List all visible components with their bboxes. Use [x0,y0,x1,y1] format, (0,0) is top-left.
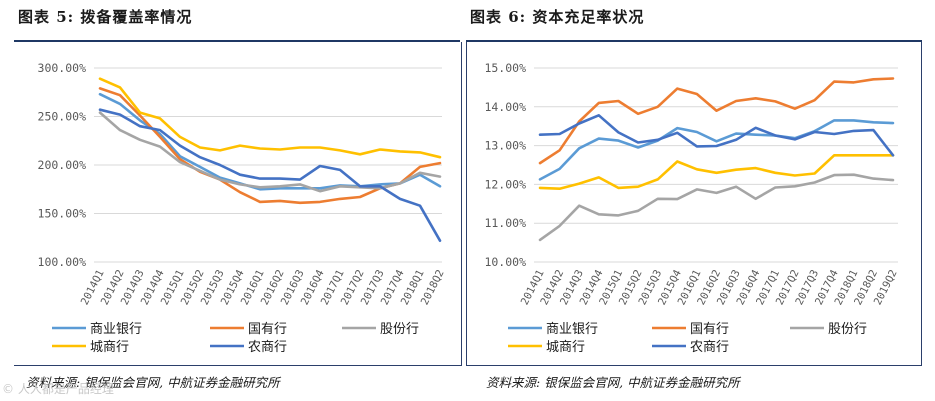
y-tick-label-left-2: 200.00% [38,158,87,172]
legend-label-right-0: 商业银行 [546,322,598,337]
legend-label-right-1: 国有行 [690,322,729,337]
series-line-left-4 [98,108,442,242]
source-note-right: 资料来源: 银保监会官网, 中航证券金融研究所 [486,375,740,390]
chart-frame-right [466,42,922,366]
y-tick-label-right-5: 15.00% [484,61,526,75]
legend-label-right-4: 农商行 [690,340,729,355]
watermark-text: © 人人都是产品经理 [2,382,114,396]
y-tick-label-left-3: 250.00% [38,110,87,124]
series-line-right-2 [538,173,895,242]
series-line-right-4 [538,114,895,157]
y-tick-label-right-0: 10.00% [484,255,526,269]
y-tick-label-right-3: 13.00% [484,139,526,153]
title-rule-left [14,40,460,42]
legend-label-left-4: 农商行 [248,340,287,355]
series-line-left-0 [98,92,442,191]
chart-title-right: 图表 6: 资本充足率状况 [470,8,645,26]
y-tick-label-left-0: 100.00% [38,255,87,269]
chart-title-left: 图表 5: 拨备覆盖率情况 [18,8,193,26]
legend-label-right-2: 股份行 [828,322,867,337]
series-line-left-3 [98,77,442,159]
legend-label-left-1: 国有行 [248,322,287,337]
series-line-right-1 [538,77,895,165]
legend-label-left-0: 商业银行 [90,322,142,337]
series-line-right-3 [538,154,895,190]
series-line-right-0 [538,119,895,181]
y-tick-label-left-1: 150.00% [38,207,87,221]
y-tick-label-right-2: 12.00% [484,177,526,191]
source-note-left: 资料来源: 银保监会官网, 中航证券金融研究所 [26,375,280,390]
y-tick-label-right-1: 11.00% [484,216,526,230]
legend-label-right-3: 城商行 [546,340,585,355]
legend-label-left-3: 城商行 [90,340,129,355]
y-tick-label-right-4: 14.00% [484,100,526,114]
chart-frame-left [14,42,462,366]
title-rule-right [466,40,922,42]
y-tick-label-left-4: 300.00% [38,61,87,75]
legend-label-left-2: 股份行 [380,322,419,337]
